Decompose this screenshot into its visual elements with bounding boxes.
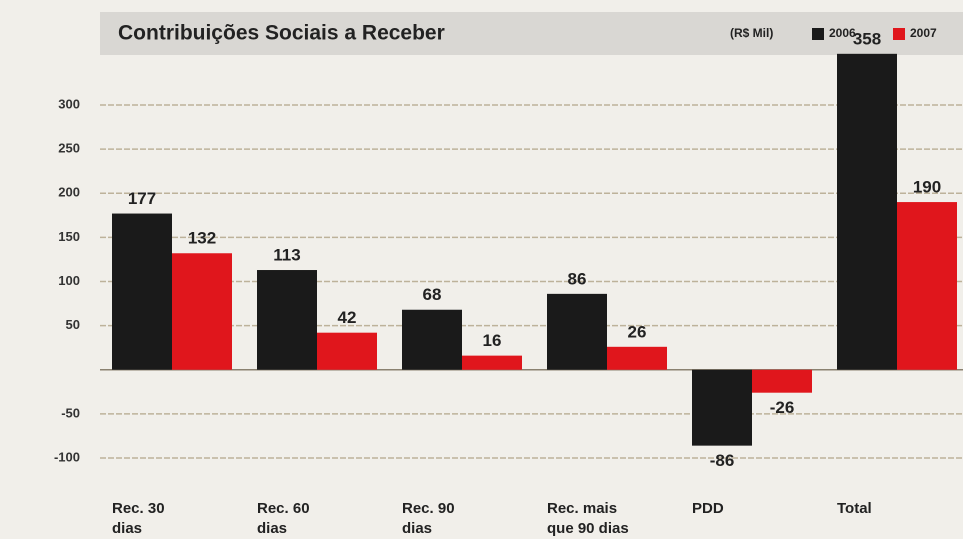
- bar: [462, 355, 522, 370]
- data-label: 358: [853, 29, 881, 48]
- x-tick-label: Rec. 30 dias: [112, 500, 165, 537]
- bar: [692, 369, 752, 446]
- data-label: 42: [338, 308, 357, 327]
- data-label: 132: [188, 229, 216, 248]
- y-tick-label: 150: [58, 229, 80, 244]
- y-tick-label: -50: [61, 405, 80, 420]
- bar: [112, 213, 172, 370]
- bar: [402, 309, 462, 370]
- data-label: 16: [483, 331, 502, 350]
- y-tick-label: -100: [54, 449, 80, 464]
- data-label: 190: [913, 178, 941, 197]
- y-tick-label: 200: [58, 185, 80, 200]
- x-tick-label: PDD: [692, 500, 724, 517]
- bar: [172, 253, 232, 370]
- y-tick-label: 50: [66, 317, 80, 332]
- bar: [317, 332, 377, 370]
- legend-label: 2007: [910, 26, 937, 40]
- y-tick-label: 300: [58, 96, 80, 111]
- data-label: 68: [423, 285, 442, 304]
- data-label: 177: [128, 189, 156, 208]
- y-tick-label: 250: [58, 141, 80, 156]
- legend-swatch: [893, 28, 905, 40]
- bar: [897, 202, 957, 370]
- x-tick-label: Rec. 60 dias: [257, 500, 310, 537]
- bar: [607, 346, 667, 370]
- data-label: -86: [710, 451, 735, 470]
- data-label: 86: [568, 269, 587, 288]
- bar: [837, 53, 897, 370]
- bar: [752, 369, 812, 393]
- data-label: -26: [770, 398, 795, 417]
- x-tick-label: Total: [837, 500, 872, 517]
- unit-label: (R$ Mil): [730, 26, 773, 40]
- bar: [257, 270, 317, 370]
- y-tick-label: 100: [58, 273, 80, 288]
- data-label: 113: [273, 246, 300, 265]
- legend-swatch: [812, 28, 824, 40]
- chart-title: Contribuições Sociais a Receber: [118, 22, 445, 45]
- data-label: 26: [628, 322, 647, 341]
- legend-label: 2006: [829, 26, 856, 40]
- bar: [547, 293, 607, 370]
- x-tick-label: Rec. mais que 90 dias: [547, 500, 629, 537]
- x-tick-label: Rec. 90 dias: [402, 500, 455, 537]
